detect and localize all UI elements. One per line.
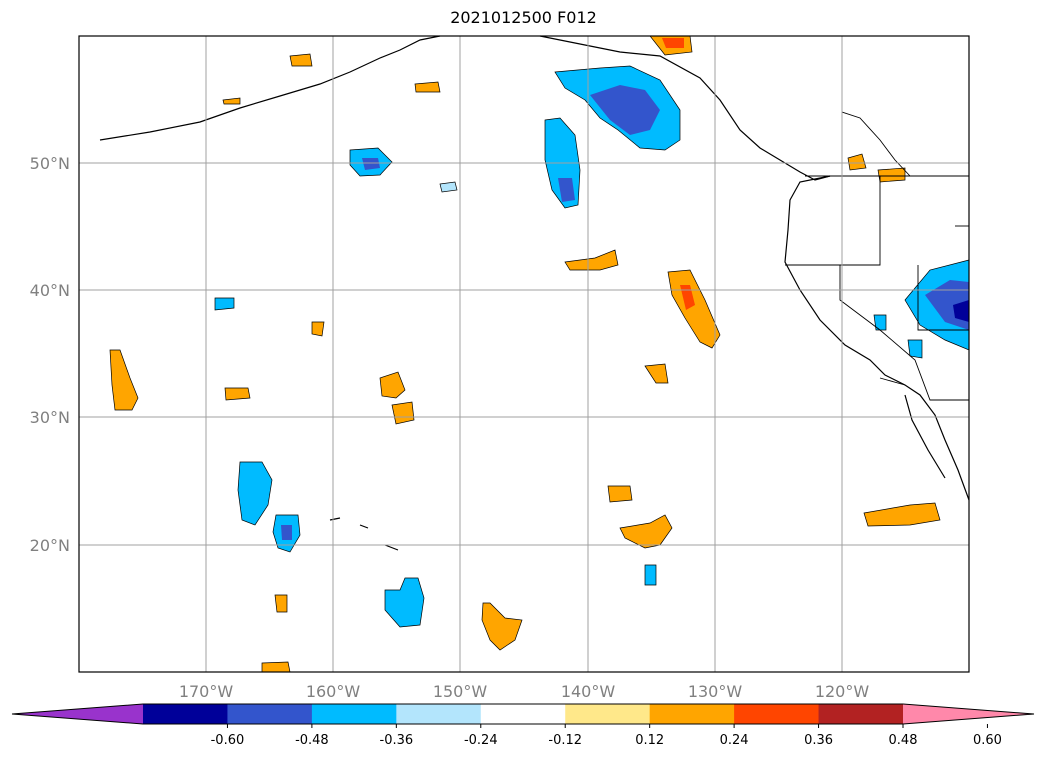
colorbar-tick-label: -0.24 — [464, 733, 498, 748]
lon-label: 160°W — [306, 682, 361, 701]
positive-anomaly-blob — [289, 53, 313, 67]
positive-anomaly-blob — [847, 153, 867, 171]
colorbar-outline — [11, 703, 1035, 725]
colorbar-tick-label: -0.60 — [211, 733, 245, 748]
negative-anomaly-blob — [953, 300, 969, 322]
colorbar-segment — [734, 704, 820, 724]
lat-labels: 50°N 40°N 30°N 20°N — [30, 154, 70, 555]
positive-anomaly-blob — [391, 401, 415, 425]
colorbar-segment — [143, 704, 228, 724]
negative-anomaly-blob — [439, 181, 458, 193]
colorbar-tick-label: 0.12 — [635, 733, 664, 748]
colorbar-tick-label: -0.48 — [295, 733, 329, 748]
negative-anomaly-blob — [590, 85, 660, 135]
positive-anomaly-blob — [877, 167, 906, 183]
colorbar-tick-label: -0.12 — [548, 733, 582, 748]
lon-label: 130°W — [688, 682, 743, 701]
colorbar-segment — [311, 704, 397, 724]
positive-anomaly-blob — [274, 594, 288, 613]
negative-anomaly-blob — [384, 577, 425, 628]
lat-label: 40°N — [30, 281, 70, 300]
colorbar-segment — [565, 704, 651, 724]
positive-anomaly-blob — [564, 249, 619, 271]
positive-anomaly-blob — [414, 81, 441, 93]
positive-anomaly-blob — [863, 502, 941, 527]
positive-anomaly-blob — [644, 363, 669, 384]
colorbar-tick-label: 0.24 — [720, 733, 749, 748]
negative-anomaly-blob — [558, 178, 575, 202]
positive-anomaly-blob — [607, 485, 633, 503]
colorbar-tick-label: 0.48 — [889, 733, 918, 748]
positive-anomaly-blob — [109, 349, 139, 411]
colorbar-segment — [818, 704, 904, 724]
lon-label: 120°W — [815, 682, 870, 701]
colorbar-segment — [396, 704, 482, 724]
map-frame — [78, 35, 970, 673]
lat-label: 30°N — [30, 408, 70, 427]
colorbar-tick-label: 0.36 — [804, 733, 833, 748]
lat-label: 50°N — [30, 154, 70, 173]
negative-anomaly-blob — [907, 339, 923, 359]
colorbar-segment — [649, 704, 735, 724]
negative-anomaly-blob — [873, 314, 887, 331]
negative-anomaly-blob — [281, 525, 292, 540]
lon-label: 140°W — [561, 682, 616, 701]
colorbar-extend-high — [903, 704, 1034, 724]
coastlines — [99, 35, 970, 551]
colorbar-segment — [227, 704, 313, 724]
positive-anomaly-blob — [481, 602, 523, 651]
positive-anomaly-blob — [261, 661, 291, 673]
positive-anomaly-blob — [619, 514, 673, 549]
positive-anomaly-blob — [222, 97, 241, 105]
lat-label: 20°N — [30, 536, 70, 555]
lon-label: 170°W — [179, 682, 234, 701]
colorbar-segment — [480, 704, 566, 724]
positive-anomaly-blob — [224, 387, 251, 401]
positive-anomaly-blob — [680, 285, 695, 310]
graticule — [79, 36, 969, 672]
colorbar: -0.60 -0.48 -0.36 -0.24 -0.12 0.12 0.24 0.36 0.4… — [11, 703, 1035, 748]
negative-anomaly-blob — [644, 564, 657, 586]
map-background — [79, 36, 969, 672]
positive-anomaly-blob — [662, 38, 684, 48]
negative-anomaly-blob — [362, 158, 380, 170]
colorbar-tick-label: 0.60 — [973, 733, 1002, 748]
lon-labels: 170°W 160°W 150°W 140°W 130°W 120°W — [179, 682, 870, 701]
lon-label: 150°W — [433, 682, 488, 701]
negative-anomaly-blob — [237, 461, 273, 526]
map-title: 2021012500 F012 — [450, 8, 597, 27]
negative-anomaly-blob — [214, 297, 235, 311]
positive-anomaly-blob — [311, 321, 325, 337]
colorbar-tick-label: -0.36 — [380, 733, 414, 748]
colorbar-extend-low — [12, 704, 143, 724]
positive-anomaly-blob — [379, 371, 406, 399]
